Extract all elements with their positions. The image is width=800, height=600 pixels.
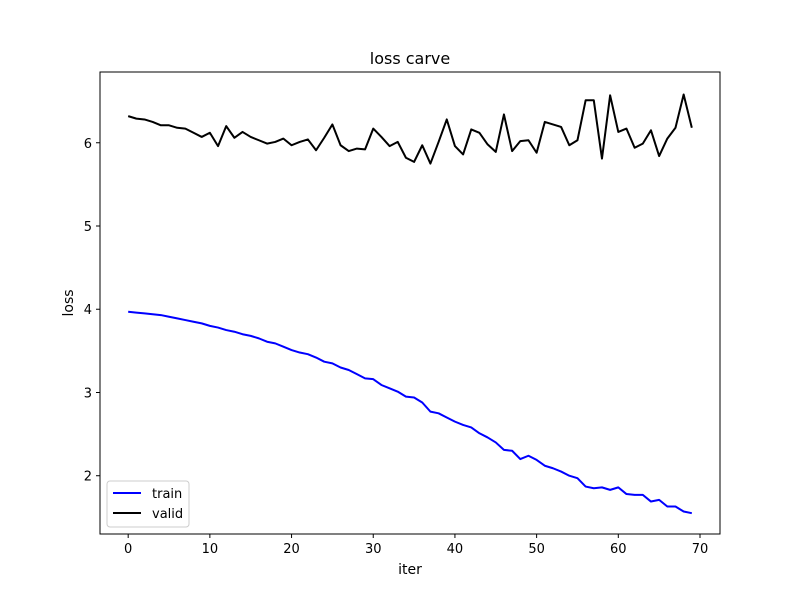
x-axis-ticks: 0 10 20 30 40 50 60 70 bbox=[124, 534, 708, 557]
x-tick-label: 70 bbox=[692, 542, 709, 557]
x-tick-label: 60 bbox=[610, 542, 627, 557]
x-tick-label: 30 bbox=[365, 542, 382, 557]
series-line-train bbox=[128, 310, 693, 515]
y-tick-label: 5 bbox=[84, 220, 92, 235]
x-axis-label: iter bbox=[398, 562, 422, 578]
x-tick-label: 0 bbox=[124, 542, 132, 557]
chart-title: loss carve bbox=[370, 49, 450, 68]
x-tick-label: 10 bbox=[202, 542, 219, 557]
y-tick-label: 2 bbox=[84, 470, 92, 485]
legend: train valid bbox=[106, 480, 190, 528]
x-tick-label: 20 bbox=[283, 542, 300, 557]
y-tick-label: 3 bbox=[84, 386, 92, 401]
x-tick-label: 40 bbox=[447, 542, 464, 557]
x-tick-label: 50 bbox=[528, 542, 545, 557]
plot-area bbox=[127, 93, 693, 515]
series-line-valid bbox=[127, 93, 693, 165]
y-axis-label: loss bbox=[61, 289, 77, 316]
y-axis-ticks: 2 3 4 5 6 bbox=[84, 137, 100, 485]
y-tick-label: 6 bbox=[84, 137, 92, 152]
legend-train-label: train bbox=[152, 487, 182, 502]
legend-valid-label: valid bbox=[152, 507, 183, 522]
plot-frame bbox=[99, 71, 721, 535]
y-tick-label: 4 bbox=[84, 303, 92, 318]
